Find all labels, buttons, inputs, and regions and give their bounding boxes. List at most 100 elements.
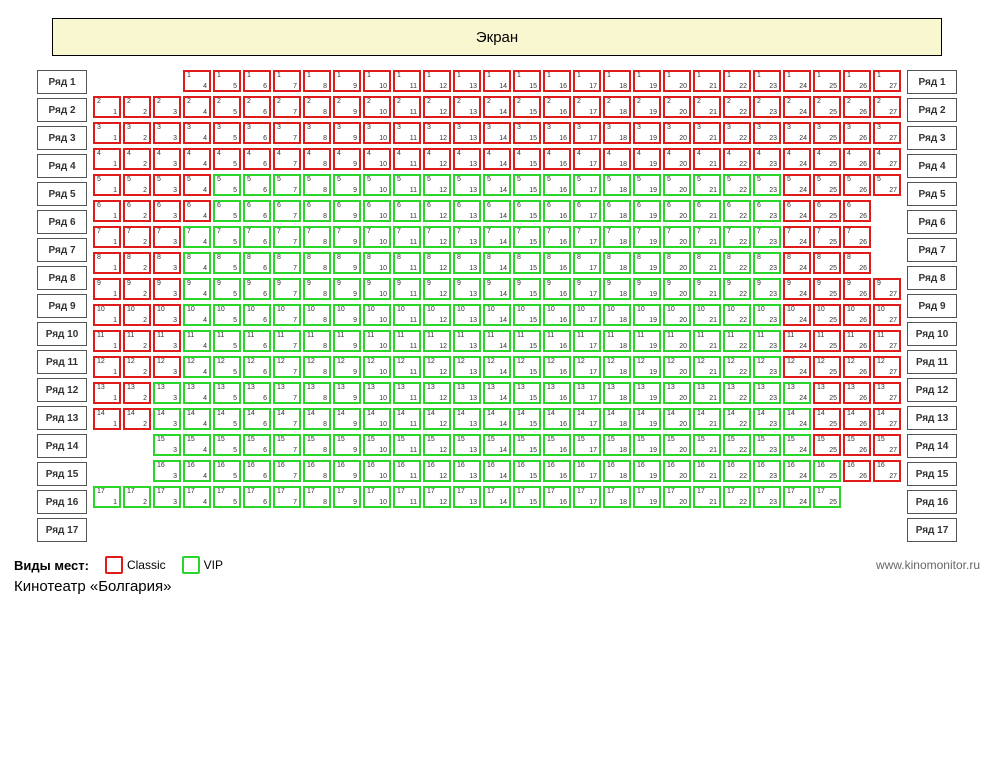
- seat[interactable]: 1710: [363, 486, 391, 508]
- seat[interactable]: 1425: [813, 408, 841, 430]
- seat[interactable]: 714: [483, 226, 511, 248]
- seat[interactable]: 149: [333, 408, 361, 430]
- seat[interactable]: 178: [303, 486, 331, 508]
- seat[interactable]: 420: [663, 148, 691, 170]
- seat[interactable]: 168: [303, 460, 331, 482]
- seat[interactable]: 912: [423, 278, 451, 300]
- seat[interactable]: 24: [183, 96, 211, 118]
- seat[interactable]: 99: [333, 278, 361, 300]
- seat[interactable]: 139: [333, 382, 361, 404]
- seat[interactable]: 117: [273, 330, 301, 352]
- seat[interactable]: 112: [423, 70, 451, 92]
- seat[interactable]: 619: [633, 200, 661, 222]
- seat[interactable]: 1225: [813, 356, 841, 378]
- seat[interactable]: 131: [93, 382, 121, 404]
- seat[interactable]: 35: [213, 122, 241, 144]
- seat[interactable]: 165: [213, 460, 241, 482]
- seat[interactable]: 117: [573, 70, 601, 92]
- seat[interactable]: 219: [633, 96, 661, 118]
- seat[interactable]: 1120: [663, 330, 691, 352]
- seat[interactable]: 1416: [543, 408, 571, 430]
- seat[interactable]: 1123: [753, 330, 781, 352]
- seat[interactable]: 1415: [513, 408, 541, 430]
- seat[interactable]: 1325: [813, 382, 841, 404]
- seat[interactable]: 215: [513, 96, 541, 118]
- seat[interactable]: 113: [153, 330, 181, 352]
- seat[interactable]: 67: [273, 200, 301, 222]
- seat[interactable]: 1114: [483, 330, 511, 352]
- seat[interactable]: 157: [273, 434, 301, 456]
- seat[interactable]: 1721: [693, 486, 721, 508]
- seat[interactable]: 1216: [543, 356, 571, 378]
- seat[interactable]: 129: [333, 356, 361, 378]
- seat[interactable]: 1013: [453, 304, 481, 326]
- seat[interactable]: 136: [243, 382, 271, 404]
- seat[interactable]: 927: [873, 278, 901, 300]
- seat[interactable]: 28: [303, 96, 331, 118]
- seat[interactable]: 817: [573, 252, 601, 274]
- seat[interactable]: 83: [153, 252, 181, 274]
- seat[interactable]: 221: [693, 96, 721, 118]
- seat[interactable]: 53: [153, 174, 181, 196]
- seat[interactable]: 22: [123, 96, 151, 118]
- seat[interactable]: 134: [183, 382, 211, 404]
- seat[interactable]: 414: [483, 148, 511, 170]
- seat[interactable]: 91: [93, 278, 121, 300]
- seat[interactable]: 1117: [573, 330, 601, 352]
- seat[interactable]: 108: [303, 304, 331, 326]
- seat[interactable]: 144: [183, 408, 211, 430]
- seat[interactable]: 118: [603, 70, 631, 92]
- seat[interactable]: 1324: [783, 382, 811, 404]
- seat[interactable]: 1427: [873, 408, 901, 430]
- seat[interactable]: 812: [423, 252, 451, 274]
- seat[interactable]: 137: [273, 382, 301, 404]
- seat[interactable]: 1419: [633, 408, 661, 430]
- seat[interactable]: 169: [333, 460, 361, 482]
- seat[interactable]: 317: [573, 122, 601, 144]
- seat[interactable]: 612: [423, 200, 451, 222]
- seat[interactable]: 1316: [543, 382, 571, 404]
- seat[interactable]: 32: [123, 122, 151, 144]
- seat[interactable]: 718: [603, 226, 631, 248]
- seat[interactable]: 1717: [573, 486, 601, 508]
- seat[interactable]: 116: [243, 330, 271, 352]
- seat[interactable]: 214: [483, 96, 511, 118]
- seat[interactable]: 1025: [813, 304, 841, 326]
- seat[interactable]: 122: [723, 70, 751, 92]
- seat[interactable]: 1310: [363, 382, 391, 404]
- seat[interactable]: 98: [303, 278, 331, 300]
- seat[interactable]: 113: [453, 70, 481, 92]
- seat[interactable]: 826: [843, 252, 871, 274]
- seat[interactable]: 715: [513, 226, 541, 248]
- seat[interactable]: 526: [843, 174, 871, 196]
- seat[interactable]: 623: [753, 200, 781, 222]
- seat[interactable]: 210: [363, 96, 391, 118]
- seat[interactable]: 422: [723, 148, 751, 170]
- seat[interactable]: 820: [663, 252, 691, 274]
- seat[interactable]: 153: [153, 434, 181, 456]
- seat[interactable]: 109: [333, 304, 361, 326]
- seat[interactable]: 1112: [423, 330, 451, 352]
- seat[interactable]: 1720: [663, 486, 691, 508]
- seat[interactable]: 141: [93, 408, 121, 430]
- seat[interactable]: 1522: [723, 434, 751, 456]
- seat[interactable]: 87: [273, 252, 301, 274]
- seat[interactable]: 1619: [633, 460, 661, 482]
- seat[interactable]: 515: [513, 174, 541, 196]
- seat[interactable]: 77: [273, 226, 301, 248]
- seat[interactable]: 159: [333, 434, 361, 456]
- seat[interactable]: 418: [603, 148, 631, 170]
- seat[interactable]: 1524: [783, 434, 811, 456]
- seat[interactable]: 36: [243, 122, 271, 144]
- seat[interactable]: 1614: [483, 460, 511, 482]
- seat[interactable]: 1318: [603, 382, 631, 404]
- seat[interactable]: 1613: [453, 460, 481, 482]
- seat[interactable]: 1617: [573, 460, 601, 482]
- seat[interactable]: 1523: [753, 434, 781, 456]
- seat[interactable]: 18: [303, 70, 331, 92]
- seat[interactable]: 110: [363, 70, 391, 92]
- seat[interactable]: 1724: [783, 486, 811, 508]
- seat[interactable]: 1610: [363, 460, 391, 482]
- seat[interactable]: 1713: [453, 486, 481, 508]
- seat[interactable]: 123: [753, 70, 781, 92]
